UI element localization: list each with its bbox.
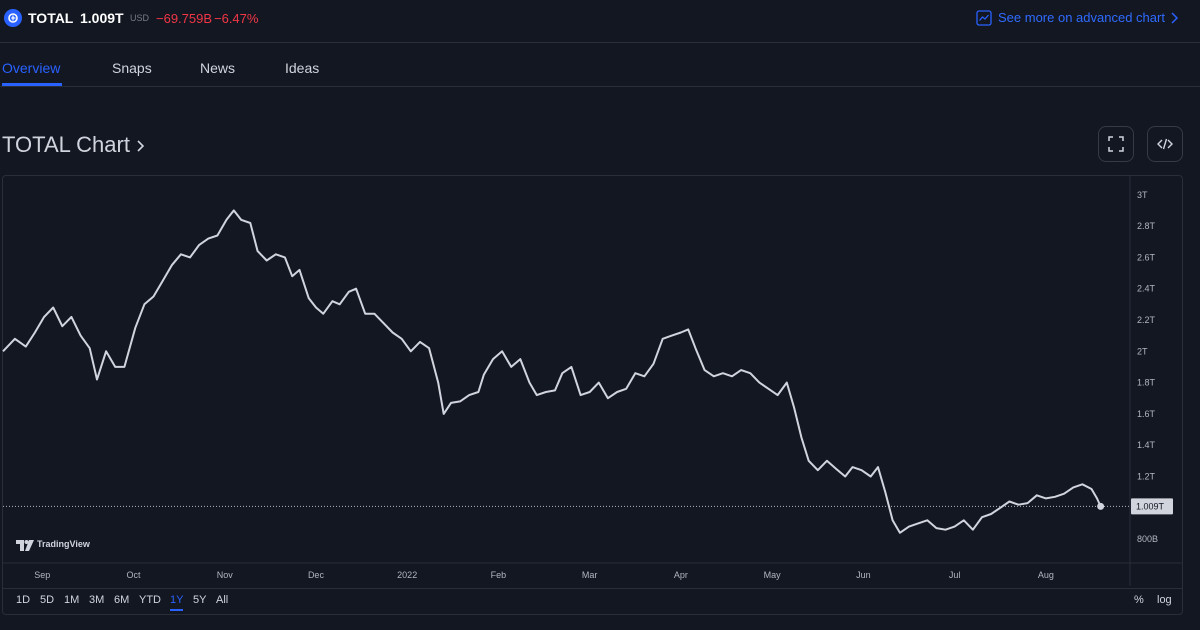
x-tick-label: May: [764, 570, 782, 580]
x-tick-label: Aug: [1038, 570, 1054, 580]
y-tick-label: 2.8T: [1137, 221, 1156, 231]
range-1m-button[interactable]: 1M: [64, 594, 80, 606]
line-chart-icon: [976, 10, 992, 26]
y-tick-label: 2.6T: [1137, 252, 1156, 262]
x-axis: Sep Oct Nov Dec 2022 Feb Mar Apr May Jun Jul Aug: [3, 562, 1182, 580]
fullscreen-icon: [1108, 136, 1124, 152]
active-tab-indicator: [2, 83, 62, 86]
symbol-header: TOTAL 1.009T USD −69.759B −6.47% See mor…: [0, 0, 1200, 43]
x-tick-label: Feb: [491, 570, 507, 580]
chevron-right-icon[interactable]: [136, 137, 146, 155]
last-price: 1.009T: [80, 10, 124, 26]
last-price-marker: [1097, 502, 1105, 510]
range-1y-button[interactable]: 1Y: [170, 594, 184, 606]
embed-code-button[interactable]: [1147, 126, 1183, 162]
tab-ideas[interactable]: Ideas: [285, 60, 320, 76]
tab-overview[interactable]: Overview: [2, 60, 61, 76]
x-tick-label: Dec: [308, 570, 325, 580]
x-tick-label: Apr: [674, 570, 688, 580]
fullscreen-button[interactable]: [1098, 126, 1134, 162]
chart-title[interactable]: TOTAL Chart: [2, 132, 130, 157]
price-change: −69.759B: [156, 11, 213, 26]
last-price-label: 1.009T: [1136, 501, 1165, 511]
range-all-button[interactable]: All: [216, 594, 229, 606]
time-range-bar: 1D 5D 1M 3M 6M YTD 1Y 5Y All % log: [2, 588, 1183, 615]
crypto-total-logo-icon: [4, 9, 22, 27]
price-change-percent: −6.47%: [214, 11, 259, 26]
advanced-chart-link-label: See more on advanced chart: [998, 10, 1165, 25]
code-embed-icon: [1157, 138, 1173, 150]
chevron-right-icon: [1171, 12, 1179, 24]
y-tick-label: 1.2T: [1137, 471, 1156, 481]
y-tick-label: 800B: [1137, 534, 1158, 544]
x-tick-label: Oct: [126, 570, 141, 580]
y-axis: 3T 2.8T 2.6T 2.4T 2.2T 2T 1.8T 1.6T 1.4T 1.2T 800B: [1129, 176, 1158, 586]
tradingview-wordmark: TradingView: [37, 539, 90, 549]
series-line: [2, 209, 1102, 534]
x-tick-label: 2022: [397, 570, 417, 580]
range-5d-button[interactable]: 5D: [40, 594, 55, 606]
tradingview-logo-icon: [16, 540, 34, 551]
tab-news[interactable]: News: [200, 60, 236, 76]
x-tick-label: Jul: [949, 570, 961, 580]
x-tick-label: Jun: [856, 570, 871, 580]
x-tick-label: Nov: [217, 570, 234, 580]
y-tick-label: 1.4T: [1137, 440, 1156, 450]
tab-snaps[interactable]: Snaps: [112, 60, 152, 76]
range-5y-button[interactable]: 5Y: [193, 594, 207, 606]
y-tick-label: 3T: [1137, 190, 1148, 200]
percent-scale-toggle[interactable]: %: [1134, 594, 1144, 606]
y-tick-label: 2.4T: [1137, 284, 1156, 294]
active-range-indicator: [170, 609, 183, 611]
range-1d-button[interactable]: 1D: [16, 594, 31, 606]
y-tick-label: 2T: [1137, 346, 1148, 356]
x-tick-label: Mar: [582, 570, 598, 580]
range-6m-button[interactable]: 6M: [114, 594, 130, 606]
y-tick-label: 1.6T: [1137, 409, 1156, 419]
range-3m-button[interactable]: 3M: [89, 594, 105, 606]
section-tabs: Overview Snaps News Ideas: [0, 43, 1200, 87]
currency-label: USD: [130, 13, 150, 23]
range-ytd-button[interactable]: YTD: [139, 594, 161, 606]
last-price-label-bg: [1131, 498, 1173, 515]
symbol-name: TOTAL: [28, 10, 74, 26]
x-tick-label: Sep: [34, 570, 50, 580]
y-tick-label: 2.2T: [1137, 315, 1156, 325]
log-scale-toggle[interactable]: log: [1157, 594, 1172, 606]
y-tick-label: 1.8T: [1137, 378, 1156, 388]
chart-container[interactable]: [2, 175, 1183, 615]
